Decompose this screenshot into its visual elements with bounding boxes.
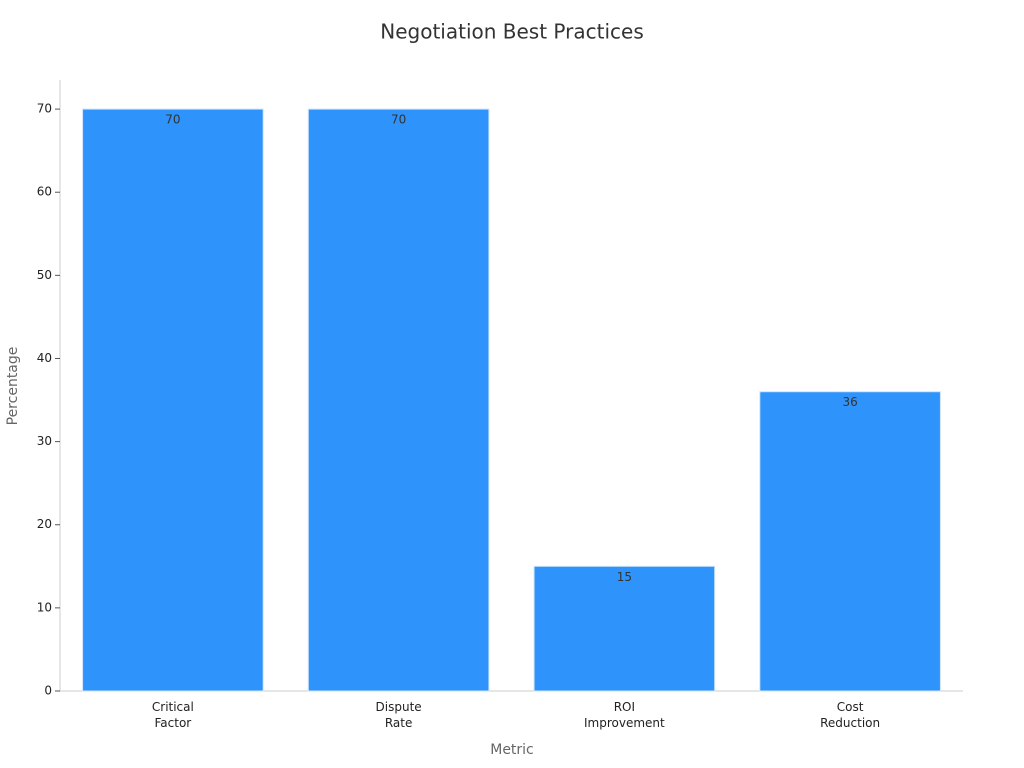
value-label: 15 — [617, 570, 632, 584]
x-tick-label: ROI Improvement — [584, 700, 665, 730]
y-tick-label: 0 — [44, 684, 52, 698]
y-tick-label: 50 — [37, 268, 52, 282]
y-tick-label: 30 — [37, 434, 52, 448]
y-tick-label: 40 — [37, 351, 52, 365]
value-label: 70 — [165, 113, 180, 127]
x-tick-label: Dispute Rate — [376, 700, 422, 730]
bar — [533, 565, 716, 692]
bar — [307, 108, 490, 692]
y-axis-label: Percentage — [5, 347, 21, 426]
x-axis-label: Metric — [490, 742, 534, 758]
y-tick-label: 60 — [37, 185, 52, 199]
value-label: 36 — [842, 395, 857, 409]
y-tick-label: 10 — [37, 600, 52, 614]
value-label: 70 — [391, 113, 406, 127]
bar — [82, 108, 264, 692]
y-tick-label: 20 — [37, 517, 52, 531]
x-tick-label: Critical Factor — [152, 700, 194, 730]
bar — [759, 391, 941, 692]
chart-title: Negotiation Best Practices — [380, 20, 643, 44]
y-tick-label: 70 — [37, 102, 52, 116]
x-tick-label: Cost Reduction — [820, 700, 880, 730]
